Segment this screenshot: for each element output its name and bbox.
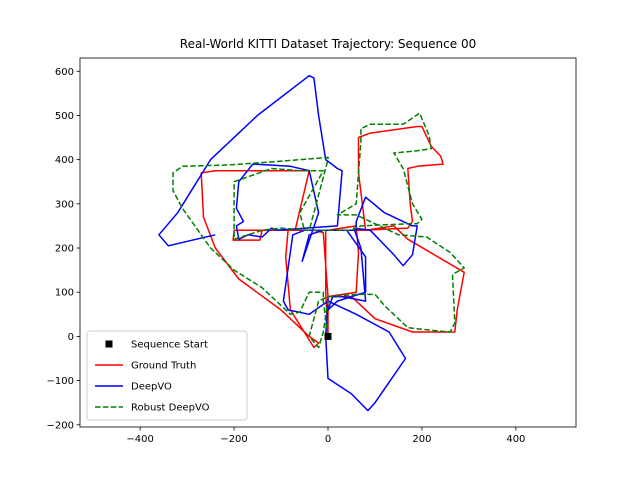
y-tick-label: 100 <box>55 288 74 299</box>
legend: Sequence Start Ground Truth DeepVO Robust D… <box>86 330 248 421</box>
series-group <box>158 74 465 412</box>
plot-area: −400 −200 0 200 400 −200 −100 0 100 200 300 400 500 6… <box>47 57 577 445</box>
y-tick-label: −100 <box>47 376 74 387</box>
legend-handle-start <box>105 340 113 348</box>
y-tick-label: −200 <box>47 420 74 431</box>
y-tick-label: 300 <box>55 199 74 210</box>
x-tick-label: 400 <box>506 434 525 445</box>
legend-label: DeepVO <box>131 382 172 393</box>
legend-label: Ground Truth <box>131 361 196 372</box>
y-tick-label: 600 <box>55 67 74 78</box>
y-tick-label: 500 <box>55 111 74 122</box>
start-marker <box>324 332 332 340</box>
legend-label: Robust DeepVO <box>131 403 210 414</box>
legend-label: Sequence Start <box>131 340 208 351</box>
legend-box <box>86 330 248 421</box>
chart-title: Real-World KITTI Dataset Trajectory: Seq… <box>180 37 476 51</box>
series-line-deepvo <box>158 74 418 412</box>
x-tick-label: 200 <box>412 434 431 445</box>
y-tick-label: 0 <box>68 332 74 343</box>
y-tick-label: 400 <box>55 155 74 166</box>
x-tick-label: 0 <box>325 434 331 445</box>
y-tick-label: 200 <box>55 244 74 255</box>
x-tick-label: −400 <box>126 434 153 445</box>
series-line-robust-deepvo <box>172 112 465 349</box>
x-tick-label: −200 <box>220 434 247 445</box>
